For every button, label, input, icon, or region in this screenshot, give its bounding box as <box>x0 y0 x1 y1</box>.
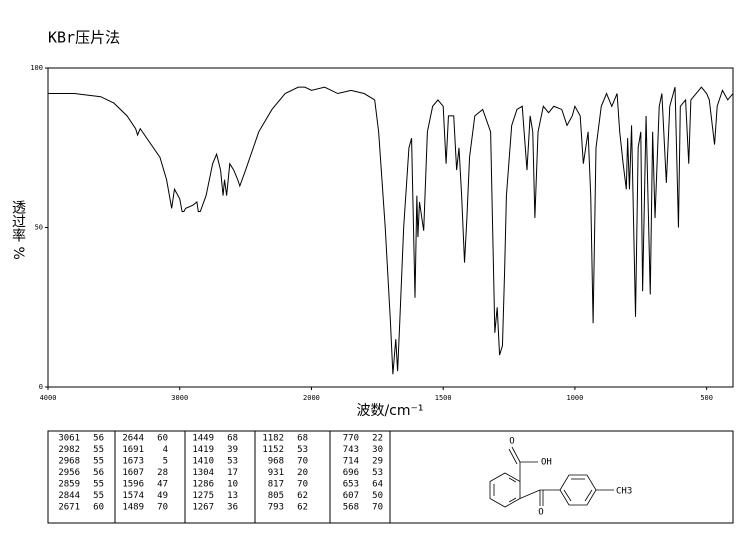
peak-wavenumber: 1275 <box>192 491 214 501</box>
peak-wavenumber: 1410 <box>192 457 214 467</box>
peak-transmittance: 13 <box>227 491 238 501</box>
y-tick-label: 100 <box>30 64 43 72</box>
peak-transmittance: 60 <box>157 434 168 444</box>
x-tick-label: 500 <box>700 394 713 402</box>
peak-wavenumber: 2671 <box>58 503 80 513</box>
peak-transmittance: 49 <box>157 491 168 501</box>
peak-wavenumber: 1267 <box>192 503 214 513</box>
peak-transmittance: 20 <box>297 468 308 478</box>
peak-wavenumber: 1489 <box>122 503 144 513</box>
peak-transmittance: 62 <box>297 491 308 501</box>
peak-wavenumber: 1419 <box>192 445 214 455</box>
y-tick-label: 50 <box>35 224 43 232</box>
peak-wavenumber: 1304 <box>192 468 214 478</box>
atom-label: OH <box>541 458 552 468</box>
peak-transmittance: 53 <box>372 468 383 478</box>
x-tick-label: 1500 <box>435 394 452 402</box>
peak-transmittance: 55 <box>93 457 104 467</box>
x-tick-label: 1000 <box>566 394 583 402</box>
peak-transmittance: 5 <box>163 457 168 467</box>
peak-transmittance: 50 <box>372 491 383 501</box>
atom-label: O <box>538 508 543 518</box>
peak-wavenumber: 2644 <box>122 434 144 444</box>
peak-wavenumber: 968 <box>268 457 284 467</box>
peak-wavenumber: 714 <box>343 457 359 467</box>
peak-transmittance: 53 <box>297 445 308 455</box>
peak-transmittance: 29 <box>372 457 383 467</box>
peak-wavenumber: 2859 <box>58 480 80 490</box>
peak-wavenumber: 1574 <box>122 491 144 501</box>
peak-wavenumber: 931 <box>268 468 284 478</box>
peak-wavenumber: 1286 <box>192 480 214 490</box>
y-axis-label: 透过率 % <box>10 200 26 260</box>
peak-transmittance: 70 <box>297 457 308 467</box>
peak-wavenumber: 817 <box>268 480 284 490</box>
peak-wavenumber: 770 <box>343 434 359 444</box>
peak-transmittance: 4 <box>163 445 168 455</box>
peak-transmittance: 60 <box>93 503 104 513</box>
peak-transmittance: 56 <box>93 468 104 478</box>
x-tick-label: 3000 <box>171 394 188 402</box>
peak-wavenumber: 1673 <box>122 457 144 467</box>
peak-wavenumber: 1152 <box>262 445 284 455</box>
peak-transmittance: 56 <box>93 434 104 444</box>
peak-wavenumber: 1182 <box>262 434 284 444</box>
peak-wavenumber: 1596 <box>122 480 144 490</box>
peak-transmittance: 30 <box>372 445 383 455</box>
peak-wavenumber: 1449 <box>192 434 214 444</box>
x-axis-label: 波数/cm⁻¹ <box>356 403 423 419</box>
peak-transmittance: 28 <box>157 468 168 478</box>
peak-transmittance: 47 <box>157 480 168 490</box>
peak-transmittance: 39 <box>227 445 238 455</box>
peak-wavenumber: 2982 <box>58 445 80 455</box>
peak-transmittance: 36 <box>227 503 238 513</box>
chart-title: KBr压片法 <box>48 29 120 47</box>
peak-transmittance: 64 <box>372 480 383 490</box>
peak-transmittance: 22 <box>372 434 383 444</box>
x-tick-label: 4000 <box>40 394 57 402</box>
peak-transmittance: 68 <box>227 434 238 444</box>
peak-wavenumber: 568 <box>343 503 359 513</box>
spectrum-line <box>48 86 734 375</box>
peak-transmittance: 62 <box>297 503 308 513</box>
peak-transmittance: 70 <box>297 480 308 490</box>
peak-wavenumber: 3061 <box>58 434 80 444</box>
peak-transmittance: 17 <box>227 468 238 478</box>
peak-wavenumber: 743 <box>343 445 359 455</box>
peak-transmittance: 10 <box>227 480 238 490</box>
peak-transmittance: 53 <box>227 457 238 467</box>
atom-label: CH3 <box>616 487 632 497</box>
peak-wavenumber: 2956 <box>58 468 80 478</box>
structure-bonds <box>489 446 614 508</box>
plot-frame <box>47 67 734 388</box>
peak-transmittance: 55 <box>93 480 104 490</box>
peak-wavenumber: 607 <box>343 491 359 501</box>
y-tick-label: 0 <box>39 383 43 391</box>
atom-label: O <box>509 437 514 447</box>
peak-wavenumber: 1691 <box>122 445 144 455</box>
x-tick-label: 2000 <box>303 394 320 402</box>
peak-wavenumber: 653 <box>343 480 359 490</box>
peak-wavenumber: 805 <box>268 491 284 501</box>
peak-wavenumber: 1607 <box>122 468 144 478</box>
peak-wavenumber: 2844 <box>58 491 80 501</box>
peak-wavenumber: 696 <box>343 468 359 478</box>
peak-transmittance: 70 <box>372 503 383 513</box>
peak-transmittance: 55 <box>93 445 104 455</box>
peak-transmittance: 68 <box>297 434 308 444</box>
peak-transmittance: 70 <box>157 503 168 513</box>
peak-transmittance: 55 <box>93 491 104 501</box>
peak-wavenumber: 793 <box>268 503 284 513</box>
peak-wavenumber: 2968 <box>58 457 80 467</box>
table-dividers <box>114 431 391 523</box>
